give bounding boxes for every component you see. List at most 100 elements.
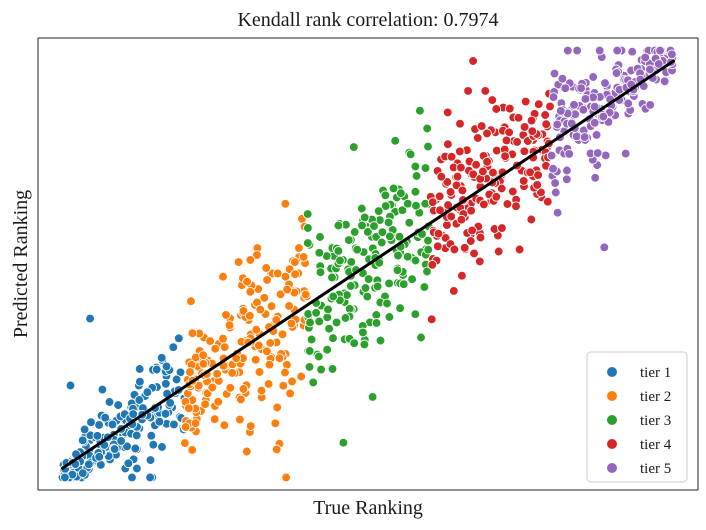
data-point [456, 214, 467, 225]
data-point [548, 92, 559, 102]
data-point [611, 68, 622, 78]
data-point [280, 271, 291, 282]
data-point [496, 183, 507, 194]
data-point [482, 156, 492, 167]
data-point [373, 206, 384, 216]
data-point [467, 225, 477, 236]
data-point [242, 276, 252, 287]
data-point [180, 438, 190, 448]
data-point [221, 310, 231, 320]
data-point [79, 424, 90, 435]
data-point [390, 135, 401, 146]
data-point [127, 472, 137, 483]
data-point [255, 304, 266, 315]
data-point [518, 176, 529, 186]
data-point [402, 198, 413, 209]
data-point [532, 180, 543, 190]
data-point [161, 361, 172, 372]
data-point [578, 104, 589, 115]
data-point [157, 442, 167, 452]
data-point [146, 430, 157, 441]
data-point [278, 380, 289, 391]
data-point [315, 267, 326, 278]
data-point [415, 105, 425, 116]
data-point [392, 265, 403, 276]
data-point [322, 312, 333, 323]
data-point [60, 472, 70, 483]
data-point [322, 344, 333, 355]
legend-marker-tier-4 [607, 439, 617, 449]
data-point [186, 296, 196, 307]
data-point [238, 384, 249, 394]
data-point [236, 394, 246, 405]
data-point [504, 103, 515, 114]
data-point [454, 146, 465, 157]
data-point [404, 217, 415, 228]
data-point [252, 250, 262, 260]
data-point [323, 304, 333, 315]
data-point [557, 73, 568, 84]
data-point [107, 419, 118, 430]
data-point [148, 439, 159, 450]
data-point [380, 190, 391, 201]
data-point [263, 379, 274, 389]
data-point [212, 368, 222, 379]
data-point [363, 274, 374, 284]
data-point [356, 203, 367, 214]
data-point [396, 188, 406, 199]
data-point [94, 420, 104, 430]
data-point [135, 376, 145, 387]
data-point [456, 162, 466, 173]
legend-label-tier-4: tier 4 [640, 437, 672, 453]
data-point [224, 320, 235, 331]
data-point [335, 255, 345, 266]
data-point [160, 408, 171, 419]
data-point [589, 117, 600, 128]
data-point [599, 242, 610, 253]
legend-marker-tier-5 [607, 463, 617, 473]
data-point [187, 445, 198, 455]
data-point [280, 367, 290, 378]
data-point [130, 443, 141, 454]
data-point [394, 231, 405, 242]
data-point [290, 257, 300, 267]
legend-label-tier-1: tier 1 [640, 365, 671, 381]
data-point [411, 200, 421, 211]
data-point [245, 421, 256, 431]
data-point [468, 56, 478, 66]
data-point [560, 83, 571, 94]
data-point [270, 418, 281, 429]
data-point [156, 352, 167, 363]
data-point [620, 148, 631, 159]
data-point [131, 430, 142, 441]
data-point [465, 236, 476, 246]
data-point [548, 163, 558, 174]
data-point [235, 414, 245, 425]
data-point [422, 266, 432, 277]
data-point [165, 398, 176, 408]
data-point [200, 399, 210, 410]
data-point [65, 380, 76, 391]
regression-line [60, 59, 676, 470]
legend-marker-tier-2 [607, 391, 617, 401]
data-point [315, 232, 325, 242]
data-point [667, 49, 677, 60]
data-point [478, 166, 488, 177]
data-point [589, 101, 600, 112]
data-point [308, 377, 319, 388]
data-point [540, 110, 551, 120]
data-point [281, 472, 291, 483]
data-point [487, 95, 498, 105]
data-point [542, 196, 553, 207]
data-point [533, 99, 544, 110]
data-point [471, 159, 481, 170]
data-point [282, 284, 293, 295]
data-point [397, 205, 408, 216]
data-point [83, 459, 94, 470]
data-point [183, 403, 194, 414]
data-point [123, 458, 134, 469]
data-point [488, 167, 498, 178]
data-point [218, 271, 228, 282]
data-point [384, 278, 394, 289]
data-point [491, 191, 502, 202]
